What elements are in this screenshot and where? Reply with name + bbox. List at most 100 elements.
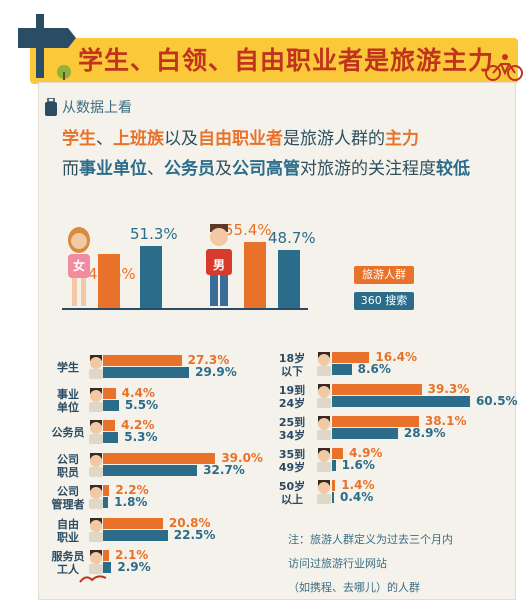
headline-segment: 对旅游的关注程度 (300, 159, 436, 179)
headline-line-1: 学生、上班族以及自由职业者是旅游人群的主力 (62, 126, 419, 152)
h-bar-label: 22.5% (173, 527, 216, 542)
category-label: 公司 (57, 452, 79, 466)
h-bar-label: 1.8% (114, 495, 148, 509)
h-bar-label: 60.5% (475, 394, 518, 408)
h-bar (103, 550, 110, 561)
h-bar (103, 432, 119, 443)
h-bar (103, 485, 110, 496)
footnote: 注：旅游人群定义为过去三个月内 访问过旅游行业网站 （如携程、去哪儿）的人群 (288, 528, 518, 600)
h-bar-label: 2.2% (115, 483, 149, 497)
category-label: 18岁 (278, 352, 306, 365)
page-title: 学生、白领、自由职业者是旅游主力 (78, 46, 495, 75)
category-label: 工人 (57, 563, 79, 576)
gender-bar (278, 249, 300, 308)
h-bar-label: 5.3% (124, 430, 158, 444)
category-label: 公司 (57, 485, 79, 498)
category-label: 19到 (278, 384, 306, 397)
h-bar (103, 452, 216, 464)
h-bar-label: 32.7% (203, 462, 245, 477)
category-label: 34岁 (278, 429, 306, 442)
female-label: 女 (72, 259, 85, 273)
footnote-line: 注：旅游人群定义为过去三个月内 (288, 533, 453, 546)
headline-segment: 较低 (436, 159, 470, 179)
headline-segment: 以及 (164, 129, 198, 149)
h-bar-label: 2.1% (115, 548, 149, 562)
category-label: 管理者 (51, 498, 85, 511)
legend-tourist: 旅游人群 (354, 266, 414, 284)
h-bar (103, 387, 116, 399)
category-label: 单位 (57, 400, 79, 414)
category-label: 职员 (57, 465, 79, 479)
h-bar-label: 38.1% (424, 414, 467, 428)
h-bar-label: 0.4% (340, 490, 374, 504)
headline-segment: 事业单位 (79, 159, 147, 179)
gender-bar (140, 246, 162, 308)
h-bar-label: 1.4% (341, 478, 375, 492)
gender-bar-label: 48.7% (268, 228, 316, 247)
h-bar (332, 428, 398, 439)
h-bar-label: 8.6% (357, 362, 391, 376)
luggage-icon (45, 98, 57, 116)
gender-bar-label: 44.6% (88, 265, 136, 283)
h-bar (332, 480, 336, 491)
h-bar (332, 460, 336, 471)
male-label: 男 (212, 258, 225, 272)
category-label: 25到 (278, 416, 306, 429)
category-label: 服务员 (51, 550, 85, 563)
h-bar (103, 529, 168, 541)
headline-segment: 主力 (385, 129, 419, 149)
headline-segment: 学生 (62, 129, 96, 149)
person-icon (317, 352, 331, 376)
headline-segment: 公司高管 (232, 159, 300, 179)
intro-text: 从数据上看 (62, 100, 132, 116)
title-banner (30, 38, 518, 84)
h-bar (332, 384, 422, 395)
person-icon (317, 416, 331, 440)
h-bar-label: 39.0% (221, 450, 263, 465)
person-icon (317, 384, 331, 408)
person-icon (317, 480, 331, 504)
h-bar (103, 562, 112, 573)
footnote-line: 访问过旅游行业网站 (288, 557, 387, 570)
headline-line-2: 而事业单位、公务员及公司高管对旅游的关注程度较低 (62, 156, 470, 182)
h-bar (103, 420, 116, 431)
category-label: 公务员 (51, 426, 85, 439)
headline-segment: 而 (62, 159, 79, 179)
legend-search: 360 搜索 (354, 292, 414, 310)
h-bar-label: 4.9% (349, 446, 383, 460)
gender-bar-label: 51.3% (130, 225, 178, 244)
h-bar (103, 517, 163, 529)
headline-segment: 、 (96, 129, 113, 149)
person-icon (89, 355, 103, 379)
category-label: 自由 (57, 517, 79, 531)
category-label: 事业 (57, 387, 79, 401)
h-bar-label: 1.6% (341, 458, 375, 472)
headline-segment: 、 (147, 159, 164, 179)
headline-segment: 公务员 (164, 159, 215, 179)
h-bar (332, 448, 344, 459)
person-icon (89, 550, 103, 574)
gender-baseline (62, 308, 308, 310)
h-bar-label: 29.9% (195, 365, 237, 379)
category-label: 24岁 (278, 397, 306, 410)
person-icon (89, 517, 103, 542)
content-card (38, 82, 516, 600)
h-bar (332, 416, 419, 427)
category-label: 以上 (281, 493, 303, 506)
person-icon (89, 485, 103, 509)
headline-segment: 是旅游人群的 (283, 129, 385, 149)
bird-icon (79, 575, 107, 583)
h-bar-label: 16.4% (375, 350, 418, 364)
h-bar (103, 367, 190, 378)
h-bar-label: 27.3% (187, 353, 230, 367)
female-figure-icon (68, 227, 90, 306)
cyclist-icon (485, 54, 523, 81)
h-bar (332, 364, 352, 375)
category-label: 以下 (281, 365, 303, 378)
h-bar (332, 396, 470, 407)
h-bar-label: 39.3% (427, 382, 470, 396)
headline-segment: 上班族 (113, 129, 164, 149)
signpost-icon (18, 14, 76, 80)
